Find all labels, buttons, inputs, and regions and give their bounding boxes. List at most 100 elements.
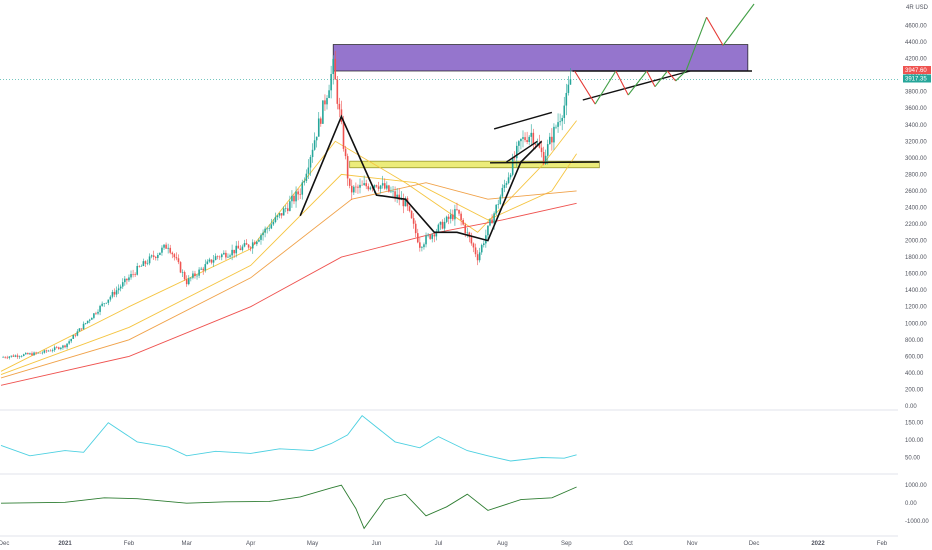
candle-body bbox=[559, 121, 561, 123]
x-tick-label: Oct bbox=[624, 541, 634, 547]
candle-body bbox=[511, 157, 514, 175]
y-tick-label: 4200.00 bbox=[905, 57, 927, 63]
candle-body bbox=[179, 262, 182, 273]
candle-body bbox=[53, 347, 56, 351]
candle-body bbox=[253, 242, 256, 245]
candle-body bbox=[396, 194, 398, 198]
osc1-tick-label: 150.00 bbox=[905, 421, 924, 427]
y-tick-label: 3800.00 bbox=[905, 90, 927, 96]
candle-body bbox=[509, 174, 512, 178]
candle-body bbox=[470, 237, 473, 244]
candles-layer bbox=[2, 50, 572, 360]
candle-body bbox=[107, 299, 110, 303]
candle-body bbox=[227, 256, 229, 258]
moving-average-2 bbox=[0, 153, 577, 376]
candle-body bbox=[101, 303, 103, 306]
x-tick-label: Aug bbox=[497, 541, 508, 547]
x-tick-label: Feb bbox=[124, 541, 135, 547]
candle-body bbox=[538, 143, 541, 148]
candle-body bbox=[524, 137, 526, 141]
candle-body bbox=[109, 296, 112, 300]
candle-body bbox=[41, 352, 44, 354]
y-tick-label: 600.00 bbox=[905, 354, 924, 360]
candle-body bbox=[402, 198, 405, 207]
candle-body bbox=[487, 225, 489, 236]
candle-body bbox=[247, 244, 250, 248]
candle-body bbox=[10, 355, 13, 357]
candle-body bbox=[88, 319, 91, 321]
candle-body bbox=[464, 224, 467, 234]
candle-body bbox=[119, 286, 122, 289]
y-tick-label: 1000.00 bbox=[905, 321, 927, 327]
y-tick-label: 1800.00 bbox=[905, 255, 927, 261]
candle-body bbox=[157, 254, 159, 258]
candle-body bbox=[144, 261, 147, 264]
candle-body bbox=[280, 213, 283, 216]
candle-body bbox=[404, 198, 407, 207]
candle-body bbox=[330, 74, 332, 91]
candle-body bbox=[423, 244, 425, 248]
candle-body bbox=[266, 228, 268, 230]
candle-body bbox=[439, 221, 442, 225]
candle-body bbox=[187, 278, 190, 285]
candle-body bbox=[311, 149, 314, 158]
candle-body bbox=[392, 191, 394, 192]
candle-body bbox=[190, 277, 192, 279]
x-tick-label: Mar bbox=[182, 541, 192, 547]
candle-body bbox=[563, 105, 566, 118]
candle-body bbox=[299, 194, 301, 195]
candle-body bbox=[231, 249, 233, 256]
candle-body bbox=[371, 187, 374, 189]
candle-body bbox=[326, 97, 328, 105]
candle-body bbox=[58, 347, 60, 349]
candle-body bbox=[540, 147, 543, 153]
candle-body bbox=[194, 273, 196, 276]
candle-body bbox=[447, 216, 450, 219]
candle-body bbox=[99, 305, 101, 312]
candle-body bbox=[159, 252, 161, 255]
candle-body bbox=[513, 157, 516, 159]
candle-body bbox=[501, 187, 504, 197]
candle-body bbox=[260, 235, 262, 240]
candle-body bbox=[70, 338, 72, 342]
candle-body bbox=[546, 144, 549, 156]
candle-body bbox=[212, 260, 215, 263]
candle-body bbox=[410, 210, 413, 219]
candle-body bbox=[256, 241, 258, 245]
candle-body bbox=[150, 255, 153, 257]
osc2-tick-label: 1000.00 bbox=[905, 483, 927, 489]
candle-body bbox=[218, 256, 221, 258]
candle-body bbox=[522, 137, 524, 139]
candle-body bbox=[361, 184, 363, 186]
candle-body bbox=[553, 126, 555, 143]
candle-body bbox=[171, 252, 174, 255]
projection-leg bbox=[627, 70, 648, 96]
candle-body bbox=[414, 223, 417, 234]
candle-body bbox=[2, 357, 4, 358]
candle-body bbox=[516, 145, 518, 159]
candle-body bbox=[16, 355, 19, 357]
candle-body bbox=[390, 191, 392, 193]
candle-body bbox=[163, 244, 165, 248]
candle-body bbox=[249, 247, 252, 249]
candle-body bbox=[239, 248, 242, 250]
candle-body bbox=[507, 177, 510, 184]
candle-body bbox=[503, 184, 506, 188]
candle-body bbox=[196, 275, 198, 277]
candle-body bbox=[18, 356, 21, 358]
y-tick-label: 1600.00 bbox=[905, 272, 927, 278]
candle-body bbox=[39, 352, 42, 354]
candle-body bbox=[66, 343, 68, 348]
candle-body bbox=[383, 183, 386, 189]
candle-body bbox=[76, 331, 79, 336]
candle-body bbox=[235, 245, 238, 254]
candle-body bbox=[433, 234, 436, 237]
candle-body bbox=[324, 100, 326, 105]
y-tick-label: 200.00 bbox=[905, 387, 924, 393]
candle-body bbox=[301, 182, 304, 195]
y-tick-label: 2000.00 bbox=[905, 239, 927, 245]
candle-body bbox=[338, 103, 341, 110]
candle-body bbox=[449, 214, 452, 219]
x-tick-label: 2021 bbox=[58, 541, 72, 547]
